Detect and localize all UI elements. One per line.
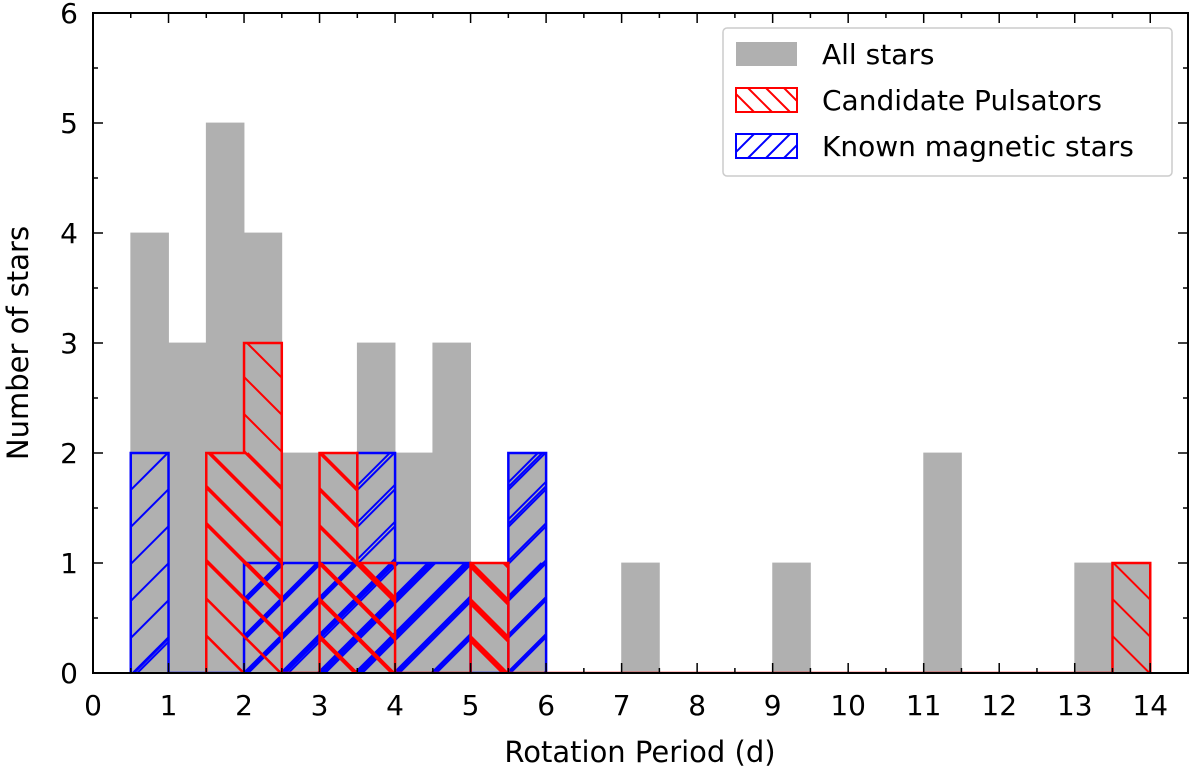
y-tick-label-3: 3 [60, 327, 78, 360]
x-tick-label-14: 14 [1132, 689, 1168, 722]
x-tick-label-0: 0 [84, 689, 102, 722]
x-tick-label-1: 1 [160, 689, 178, 722]
y-tick-label-2: 2 [60, 437, 78, 470]
x-tick-label-13: 13 [1057, 689, 1093, 722]
legend-swatch-known-magnetic-stars [735, 133, 798, 159]
x-tick-label-9: 9 [764, 689, 782, 722]
y-tick-label-4: 4 [60, 217, 78, 250]
x-tick-label-10: 10 [830, 689, 866, 722]
x-axis-tick-labels: 0 1 2 3 4 5 6 7 8 9 10 11 12 13 14 [84, 689, 1168, 722]
y-tick-label-6: 6 [60, 0, 78, 30]
bar-all-stars-8 [432, 342, 471, 673]
x-tick-label-11: 11 [906, 689, 942, 722]
bar-all-stars-1 [168, 342, 207, 673]
x-tick-label-5: 5 [462, 689, 480, 722]
legend-entry-all-stars: All stars [736, 38, 934, 71]
bar-all-stars-14 [1074, 562, 1113, 673]
legend-swatch-all-stars [736, 42, 797, 66]
bar-all-stars-12 [772, 562, 811, 673]
x-tick-label-2: 2 [235, 689, 253, 722]
legend-label-all-stars: All stars [822, 38, 934, 71]
legend-entry-known-magnetic-stars: Known magnetic stars [735, 130, 1134, 163]
x-tick-label-8: 8 [688, 689, 706, 722]
axis-ticks [92, 12, 1189, 674]
legend-label-candidate-pulsators: Candidate Pulsators [822, 84, 1102, 117]
y-axis-label: Number of stars [1, 226, 35, 460]
x-tick-label-7: 7 [613, 689, 631, 722]
legend-frame [722, 27, 1173, 177]
x-tick-label-12: 12 [981, 689, 1017, 722]
x-axis-label: Rotation Period (d) [504, 735, 775, 769]
y-axis-tick-labels: 0 1 2 3 4 5 6 [60, 0, 78, 690]
bar-all-stars-11 [621, 562, 660, 673]
x-tick-label-4: 4 [386, 689, 404, 722]
bar-all-stars-13 [923, 452, 962, 673]
y-tick-label-0: 0 [60, 657, 78, 690]
outline-candidate-pulsators [205, 341, 1152, 673]
series-all-stars [130, 122, 1151, 673]
bar-all-stars-10 [507, 452, 547, 673]
legend: All stars Candidate Pulsators Known magnet… [722, 27, 1173, 177]
x-tick-label-6: 6 [537, 689, 555, 722]
y-tick-label-1: 1 [60, 547, 78, 580]
legend-entry-candidate-pulsators: Candidate Pulsators [735, 84, 1102, 117]
y-tick-label-5: 5 [60, 107, 78, 140]
x-tick-label-3: 3 [311, 689, 329, 722]
legend-swatch-candidate-pulsators [735, 87, 798, 113]
legend-label-known-magnetic-stars: Known magnetic stars [822, 130, 1134, 163]
